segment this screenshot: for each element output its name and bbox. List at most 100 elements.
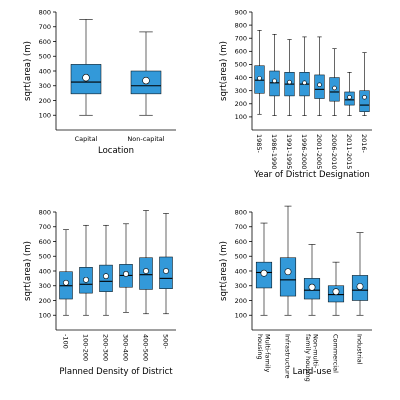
y-tick-label: 200 — [39, 97, 51, 105]
mean-marker — [260, 269, 268, 277]
y-tick-label: 800 — [235, 208, 247, 216]
x-tick-label: 200-300 — [102, 334, 110, 361]
y-tick-label: 200 — [39, 297, 51, 305]
x-tick-label-line: 1986-1990 — [270, 134, 278, 169]
x-tick-label-line: 500- — [162, 334, 170, 349]
x-tick-label: -100 — [62, 334, 70, 349]
y-tick-label: 600 — [39, 38, 51, 46]
mean-marker — [347, 94, 352, 100]
mean-marker — [257, 75, 262, 81]
x-tick-label: 2016- — [360, 134, 368, 154]
x-tick-label: 1986-1990 — [270, 134, 278, 169]
x-tick-label-line: 300-400 — [122, 334, 130, 361]
y-tick-label: 300 — [235, 282, 247, 290]
x-tick-label: 2001-2005 — [315, 134, 323, 169]
mean-marker — [163, 268, 169, 274]
y-tick-label: 500 — [39, 53, 51, 61]
y-tick-label: 800 — [39, 8, 51, 16]
y-axis-title: sqrt(area) (m) — [23, 41, 33, 101]
y-axis-title: sqrt(area) (m) — [23, 241, 33, 301]
x-tick-label: 100-200 — [82, 334, 90, 361]
x-tick-label: 300-400 — [122, 334, 130, 361]
y-tick-label: 200 — [235, 100, 247, 108]
y-tick-label: 400 — [39, 67, 51, 75]
mean-marker — [302, 80, 307, 86]
x-tick-label-line: 400-500 — [142, 334, 150, 361]
y-tick-label: 300 — [235, 87, 247, 95]
x-tick-label-line: Non-multi- — [311, 334, 319, 369]
x-tick-label: Commercial — [332, 334, 340, 373]
x-tick-label-line: 2006-2010 — [330, 134, 338, 169]
x-tick-label: Multi-familyhousing — [256, 334, 271, 372]
mean-marker — [63, 279, 69, 286]
mean-marker — [287, 79, 292, 85]
x-tick-label: Industrial — [356, 334, 364, 365]
x-tick-label-line: 1985- — [255, 134, 263, 154]
x-tick-label-line: -100 — [62, 334, 70, 349]
y-tick-label: 500 — [39, 253, 51, 261]
panel-year-of-district-designation: 100 200 300 400 500 600 700 800 900 sqrt(area) (m… — [219, 8, 372, 180]
y-tick-label: 100 — [39, 312, 51, 320]
mean-marker — [284, 268, 292, 276]
x-tick-label: 1991-1995 — [285, 134, 293, 169]
y-tick-label: 200 — [235, 297, 247, 305]
x-axis-title: Planned Density of District — [59, 367, 173, 377]
mean-marker — [317, 82, 322, 88]
box-iqr — [359, 90, 370, 112]
y-tick-label: 400 — [235, 267, 247, 275]
y-tick-label: 800 — [235, 21, 247, 29]
y-tick-label: 800 — [39, 208, 51, 216]
mean-marker — [362, 94, 367, 100]
x-axis-title: Land-use — [293, 367, 332, 377]
x-tick-label: 1996-2000 — [300, 134, 308, 169]
y-tick-label: 100 — [235, 113, 247, 121]
mean-marker — [332, 288, 340, 296]
x-tick-label-line: Multi-family — [263, 334, 271, 372]
x-tick-label-line: 1996-2000 — [300, 134, 308, 169]
x-tick-label-line: 2001-2005 — [315, 134, 323, 169]
y-tick-label: 700 — [235, 223, 247, 231]
y-tick-label: 400 — [39, 267, 51, 275]
y-tick-label: 700 — [39, 23, 51, 31]
x-tick-label-line: Commercial — [332, 334, 340, 373]
x-tick-label: Infrastructure — [284, 334, 292, 378]
mean-marker — [82, 73, 90, 82]
x-tick-label-line: housing — [256, 334, 264, 360]
box-iqr — [279, 257, 297, 297]
y-tick-label: 400 — [235, 74, 247, 82]
x-tick-label-line: 1991-1995 — [285, 134, 293, 169]
y-tick-label: 500 — [235, 253, 247, 261]
mean-marker — [83, 276, 89, 283]
y-tick-label: 600 — [39, 238, 51, 246]
x-axis-title: Year of District Designation — [253, 170, 370, 180]
x-tick-label-line: 2016- — [360, 134, 368, 154]
y-tick-label: 100 — [39, 112, 51, 120]
y-tick-label: 100 — [235, 312, 247, 320]
y-tick-label: 600 — [235, 238, 247, 246]
x-tick-label-line: 2011-2015 — [345, 134, 353, 169]
y-axis-title: sqrt(area) (m) — [219, 41, 229, 101]
x-tick-label: 500- — [162, 334, 170, 349]
panel-location: 100 200 300 400 500 600 700 800 sqrt(area) (m) Ca… — [23, 8, 176, 156]
mean-marker — [272, 78, 277, 84]
x-tick-label: 1985- — [255, 134, 263, 154]
y-tick-label: 500 — [235, 61, 247, 69]
mean-marker — [308, 283, 316, 291]
x-tick-label-line: Infrastructure — [284, 334, 292, 378]
x-tick-label: Non-multi-family housing — [304, 334, 319, 382]
mean-marker — [356, 283, 364, 290]
x-tick-label: 400-500 — [142, 334, 150, 361]
x-tick-label-line: Industrial — [356, 334, 364, 365]
y-tick-label: 600 — [235, 48, 247, 56]
x-tick-label-line: family housing — [304, 334, 312, 382]
y-tick-label: 900 — [235, 8, 247, 16]
y-axis-title: sqrt(area) (m) — [219, 241, 229, 301]
x-tick-label: Capital — [75, 135, 98, 143]
panel-planned-density: 100 200 300 400 500 600 700 800 sqrt(area) (m) -1… — [23, 208, 176, 377]
x-tick-label: 2006-2010 — [330, 134, 338, 169]
y-tick-label: 300 — [39, 82, 51, 90]
y-tick-label: 700 — [235, 35, 247, 43]
mean-marker — [332, 85, 337, 91]
mean-marker — [143, 268, 149, 274]
